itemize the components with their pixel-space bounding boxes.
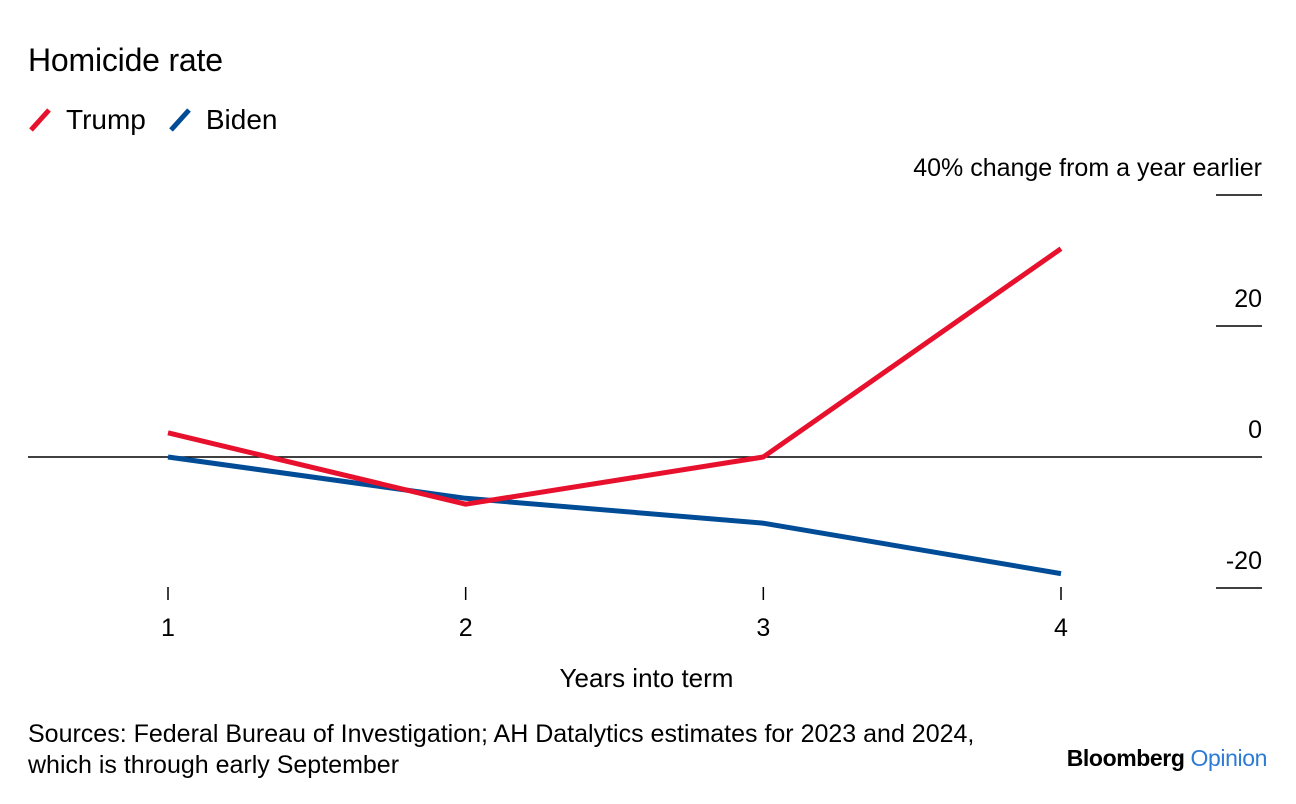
y-tick-label: 20 (1234, 285, 1262, 313)
legend-swatch-biden (169, 108, 191, 132)
brand-primary: Bloomberg (1066, 745, 1185, 771)
series-line-trump (167, 246, 1063, 507)
line-chart: 40% change from a year earlier 20 0 -20 1 2 3 4… (28, 154, 1262, 693)
y-tick-label: 40% change from a year earlier (913, 154, 1262, 182)
chart-title: Homicide rate (28, 42, 223, 78)
y-axis-label: % change from a year earlier (941, 154, 1262, 182)
x-tick-label: 3 (756, 614, 770, 642)
x-tick-label: 1 (161, 614, 175, 642)
legend-label-trump: Trump (66, 104, 146, 135)
y-tick-label: 0 (1248, 416, 1262, 444)
brand-logo: Bloomberg Opinion (1066, 745, 1268, 772)
legend-swatch-trump (29, 108, 51, 132)
y-tick-label: -20 (1226, 547, 1262, 575)
series-line-biden (167, 454, 1062, 577)
legend-label-biden: Biden (205, 104, 278, 135)
brand-secondary: Opinion (1190, 745, 1268, 771)
legend-item-biden: Biden (168, 104, 278, 136)
legend-item-trump: Trump (28, 104, 146, 136)
legend: Trump Biden (28, 102, 299, 138)
x-tick-label: 4 (1054, 614, 1068, 642)
source-note: Sources: Federal Bureau of Investigation… (28, 720, 975, 779)
x-axis-label: Years into term (560, 663, 734, 693)
x-tick-label: 2 (459, 614, 473, 642)
